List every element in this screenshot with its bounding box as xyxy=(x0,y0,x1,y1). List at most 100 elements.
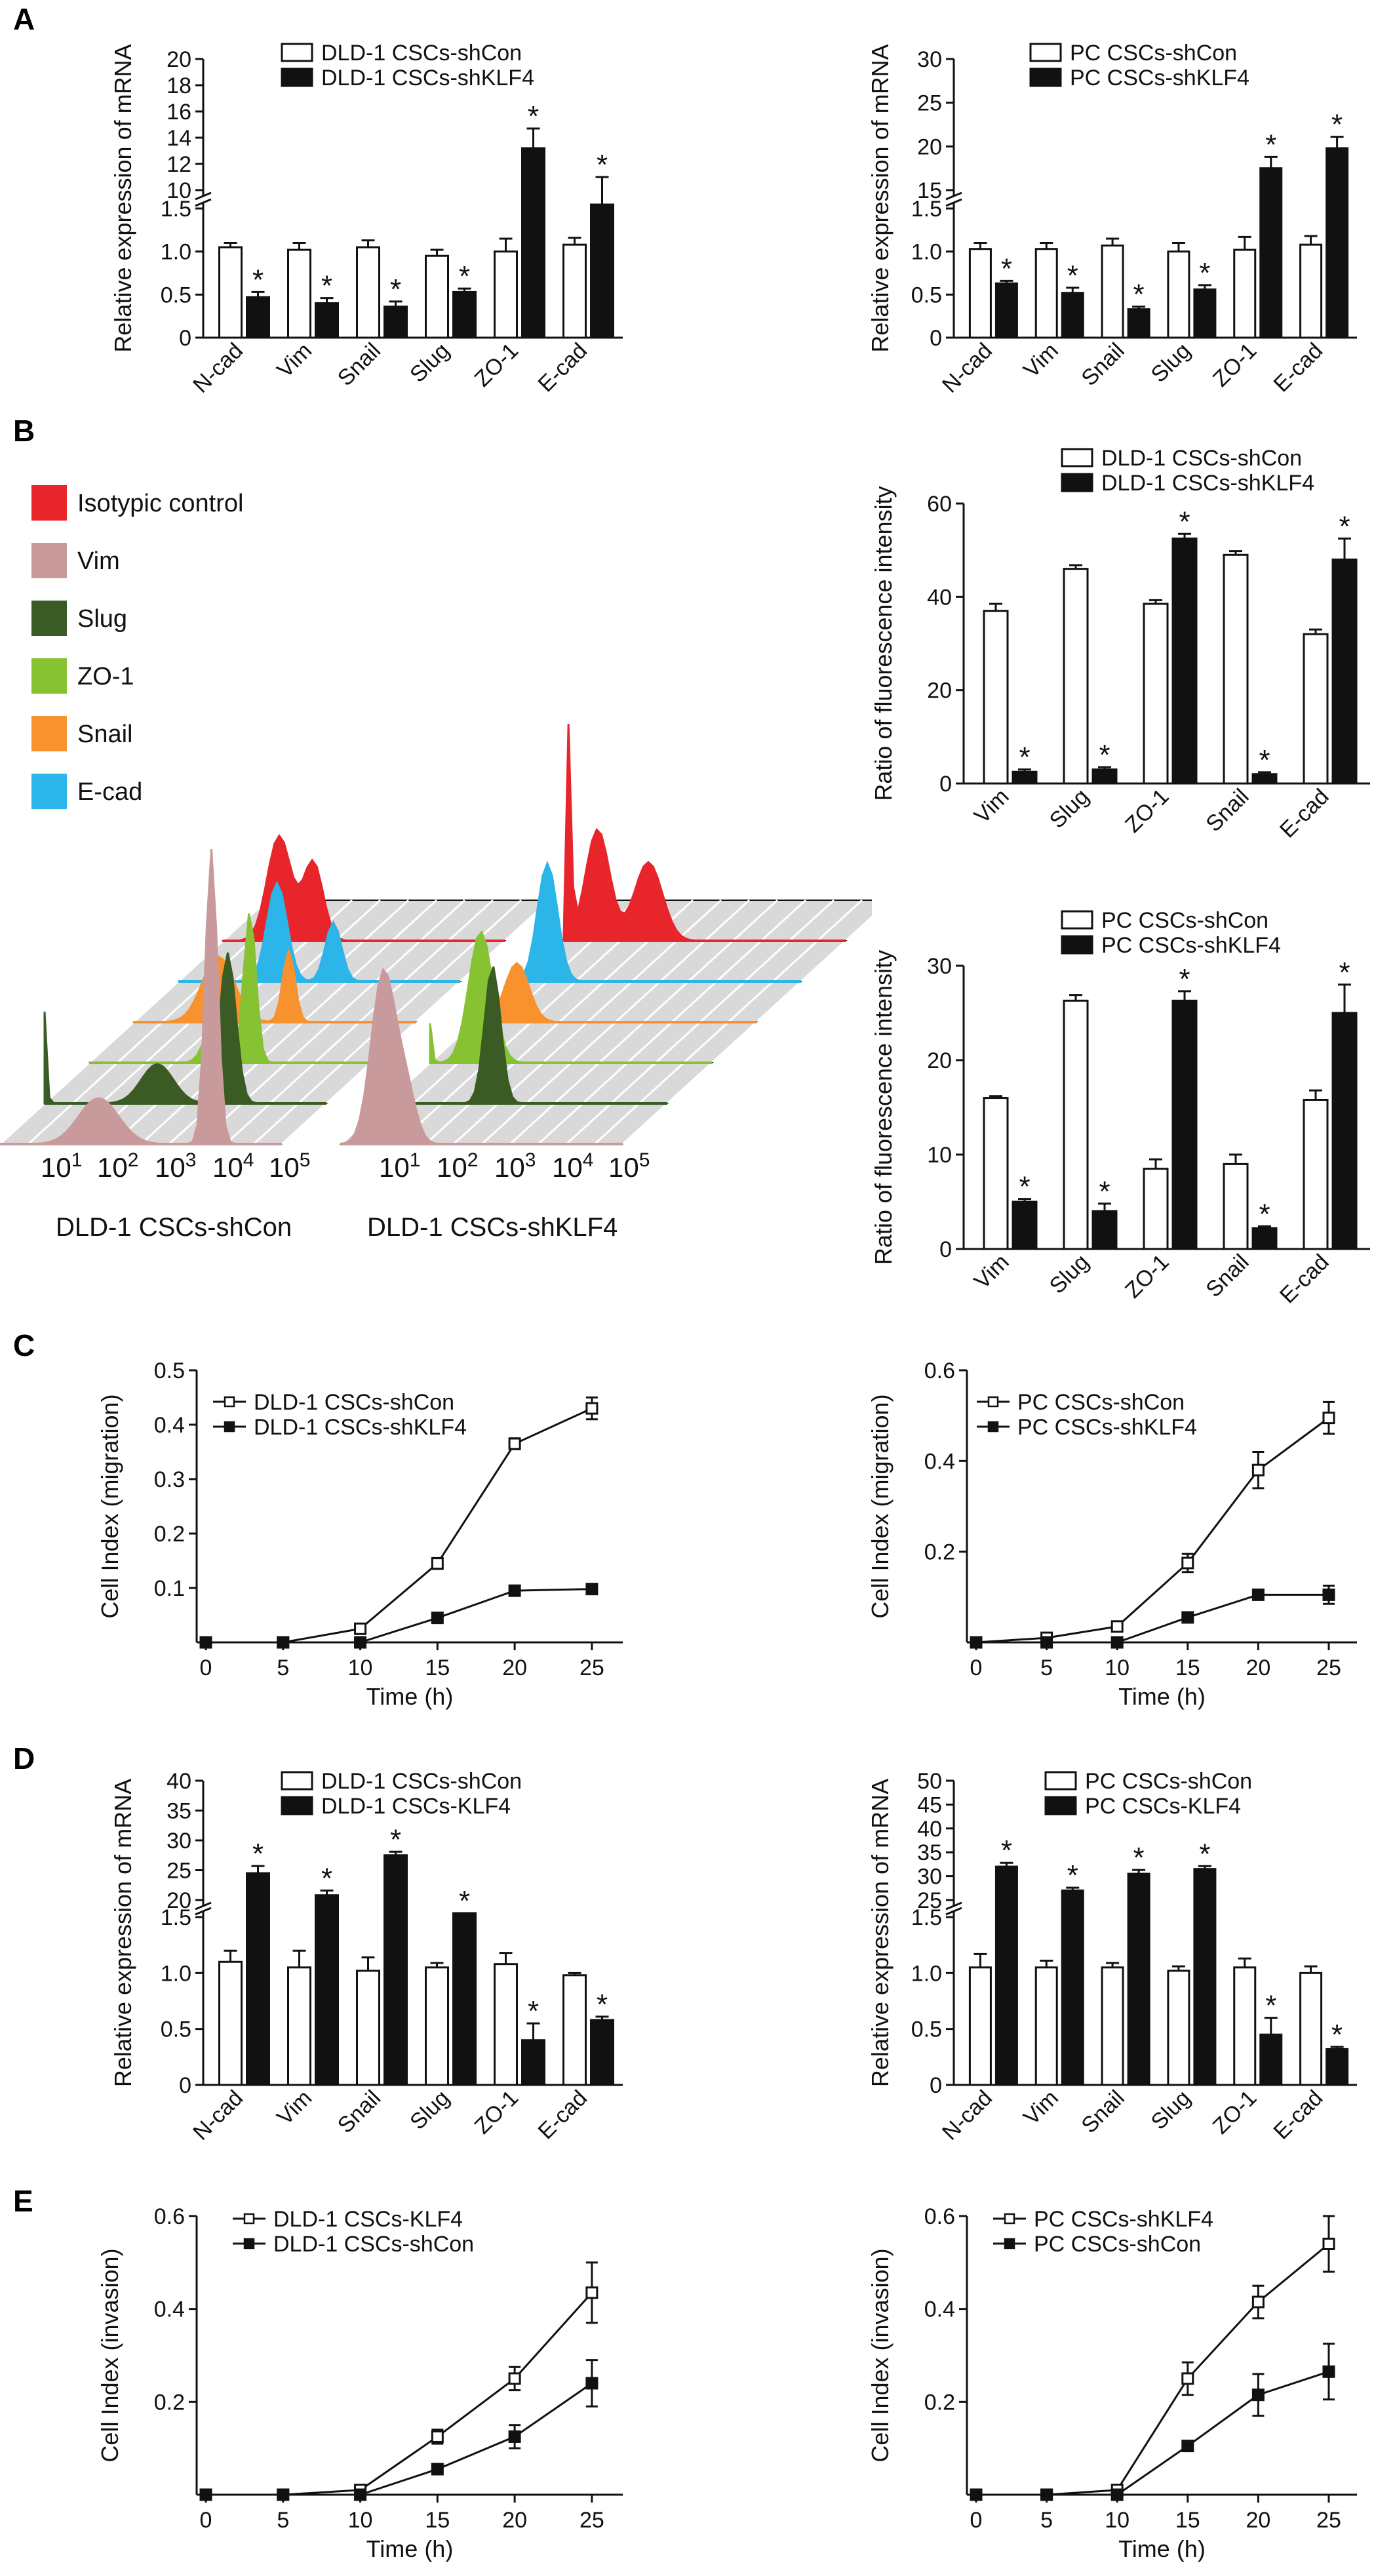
C_left-ytick-label-1: 0.2 xyxy=(154,1522,185,1547)
legend-swatch-ecad xyxy=(31,774,67,809)
B_bottom-xtick-2: ZO-1 xyxy=(1120,1250,1174,1303)
A_left-xtick-0: N-cad xyxy=(188,338,248,398)
D_right-ylabel: Relative expression of mRNA xyxy=(867,1779,894,2087)
C_right-xtick-label-1: 5 xyxy=(1040,1655,1053,1680)
D_left-ytick-label-up-0: 20 xyxy=(167,1888,191,1913)
E_right-point-1-2 xyxy=(1110,2488,1124,2501)
legend-label-snail: Snail xyxy=(77,721,133,748)
D_right-ytick-label-up-0: 25 xyxy=(917,1888,942,1913)
C_left-point-0-4 xyxy=(508,1437,521,1450)
B_bottom-bar-0-1 xyxy=(1012,1200,1038,1250)
B_top-ytick-label-2: 40 xyxy=(927,585,952,610)
flow-right-hatch-5-5 xyxy=(481,1102,528,1145)
A_right-bar-2-1 xyxy=(1127,308,1150,339)
D_right-break-mark-1 xyxy=(945,1901,962,1911)
flow-left-hatch-3-2 xyxy=(144,1021,191,1064)
flow-tick-left-3: 103 xyxy=(155,1149,196,1183)
E_left-legend-marker-0 xyxy=(243,2213,255,2225)
flow-axis-right: 101 102 103 104 105 xyxy=(379,1149,650,1183)
B_top-ylabel: Ratio of fluorescence intensity xyxy=(870,486,897,801)
D_left-break-mark-2 xyxy=(195,1907,212,1916)
C_left-point-0-5 xyxy=(585,1402,599,1415)
B_top-bar-2-1 xyxy=(1171,537,1198,785)
D_left-sig-3-1: * xyxy=(459,1885,470,1917)
flow-right-hatch-4-5 xyxy=(525,1061,572,1105)
flow-left-hatch-3-8 xyxy=(313,1021,361,1064)
C_left-xtick-label-2: 10 xyxy=(348,1655,373,1680)
D_right-legend-swatch-0 xyxy=(1044,1771,1077,1791)
flow-right-hatch-1-5 xyxy=(659,940,706,983)
A_right-bar-2-0 xyxy=(1101,244,1124,339)
D_left-sig-2-1: * xyxy=(390,1823,401,1855)
flow-right-hatch-2-4 xyxy=(586,980,633,1023)
flow-tick-right-3: 103 xyxy=(494,1149,536,1183)
E_left-legend-label-1: DLD-1 CSCs-shCon xyxy=(273,2232,474,2257)
B_bottom-xtick-3: Snail xyxy=(1201,1250,1253,1302)
flow-left-hatch-5-0 xyxy=(0,1102,46,1145)
flow-right-hatch-4-10 xyxy=(666,1061,713,1105)
A_left-sig-1-1: * xyxy=(321,270,332,302)
legend-swatch-vim xyxy=(31,543,67,578)
B_bottom-ytick-label-0: 0 xyxy=(939,1237,952,1262)
D_right-bar-0-1 xyxy=(994,1865,1018,2086)
D_left-bar-5-0 xyxy=(562,1974,587,2086)
C_left-ytick-label-4: 0.5 xyxy=(154,1358,185,1383)
B_bottom-ylabel: Ratio of fluorescence intensity xyxy=(870,950,897,1265)
E_right-xtick-label-5: 25 xyxy=(1316,2508,1341,2533)
E_left-ytick-label-1: 0.4 xyxy=(154,2297,185,2322)
flow-right-hatch-4-6 xyxy=(553,1061,600,1105)
A_left-ytick-label-up-0: 10 xyxy=(167,178,191,203)
flow-tick-left-2: 102 xyxy=(97,1149,138,1183)
E_left-xlabel: Time (h) xyxy=(366,2535,454,2562)
C_left-xtick-label-1: 5 xyxy=(277,1655,289,1680)
A_right-ytick-label-low-3: 1.5 xyxy=(911,197,942,222)
flow-right-hatch-3-3 xyxy=(513,1021,560,1064)
C_left-point-1-1 xyxy=(277,1636,290,1649)
D_right-bar-4-0 xyxy=(1233,1966,1257,2086)
D_right-bar-1-1 xyxy=(1061,1889,1084,2086)
flow-right-hatch-3-8 xyxy=(654,1021,701,1064)
D_left-legend-label-1: DLD-1 CSCs-KLF4 xyxy=(321,1794,511,1819)
D_right-xtick-5: E-cad xyxy=(1269,2086,1328,2145)
A_left-ytick-label-up-2: 14 xyxy=(167,126,191,151)
D_left-bar-3-1 xyxy=(452,1912,477,2086)
A_left-break-mark-2 xyxy=(195,198,212,207)
A_left-bar-3-1 xyxy=(452,290,477,339)
D_left-xtick-4: ZO-1 xyxy=(470,2086,524,2139)
A_right-ytick-label-low-0: 0 xyxy=(930,326,942,351)
flow-right-hatch-3-9 xyxy=(682,1021,730,1064)
B_top-legend-label-0: DLD-1 CSCs-shCon xyxy=(1101,446,1302,471)
A_left-break-mark-1 xyxy=(195,191,212,201)
A_left-sig-2-1: * xyxy=(390,273,401,306)
flow-right-hatch-1-7 xyxy=(715,940,762,983)
chart-a-right: 0 0.5 1.0 1.515 20 25 30 Relative expression of… xyxy=(867,41,1357,398)
E_left-xtick-label-5: 25 xyxy=(580,2508,604,2533)
flow-right-hatch-2-10 xyxy=(755,980,802,1023)
A_left-ytick-label-up-5: 20 xyxy=(167,47,191,72)
A_left-xtick-4: ZO-1 xyxy=(470,338,524,392)
E_right-xtick-label-2: 10 xyxy=(1105,2508,1130,2533)
A_right-bar-1-0 xyxy=(1034,248,1058,339)
flow-right-hatch-1-8 xyxy=(743,940,791,983)
A_right-sig-4-1: * xyxy=(1265,129,1276,161)
D_right-bar-5-1 xyxy=(1326,2048,1349,2086)
A_right-xtick-1: Vim xyxy=(1019,338,1063,383)
D_left-legend-swatch-0 xyxy=(281,1771,313,1791)
D_right-bar-4-1 xyxy=(1259,2033,1283,2086)
A_right-ytick-label-low-2: 1.0 xyxy=(911,240,942,265)
D_left-ylabel: Relative expression of mRNA xyxy=(109,1779,136,2087)
B_top-xtick-3: Snail xyxy=(1201,784,1253,837)
B_top-bar-1-0 xyxy=(1063,568,1089,785)
A_right-bar-5-1 xyxy=(1326,147,1349,339)
B_top-bar-0-1 xyxy=(1012,770,1038,785)
flow-right-hatch-5-10 xyxy=(621,1102,669,1145)
A_left-ytick-label-low-3: 1.5 xyxy=(161,197,191,222)
flow-right-hatch-2-8 xyxy=(699,980,746,1023)
flow-caption-right: DLD-1 CSCs-shKLF4 xyxy=(367,1213,618,1242)
flow-right-hatch-1-10 xyxy=(800,940,847,983)
flow-left-hatch-2-0 xyxy=(132,980,180,1023)
D_left-ytick-label-low-0: 0 xyxy=(179,2073,191,2098)
C_right-point-1-0 xyxy=(970,1636,983,1649)
C_left-ytick-label-2: 0.3 xyxy=(154,1467,185,1492)
flow-left-hatch-0-0 xyxy=(222,899,269,942)
